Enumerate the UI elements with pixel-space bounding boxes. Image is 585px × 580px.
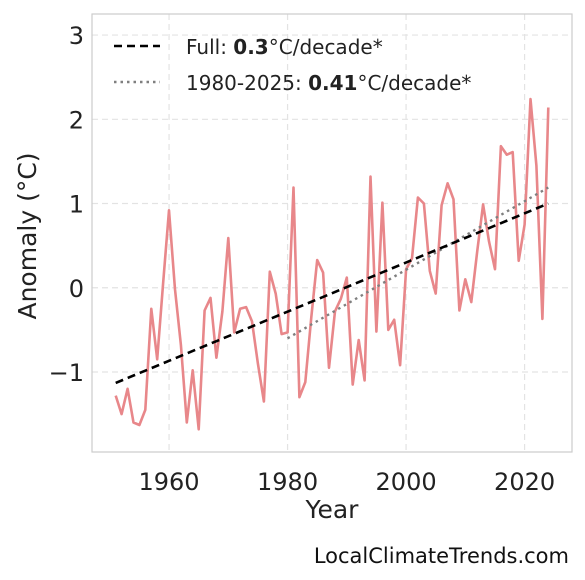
y-tick-label: 3 bbox=[69, 22, 84, 50]
x-tick-label: 1960 bbox=[138, 468, 199, 496]
legend-entry-full-suffix: °C/decade* bbox=[269, 35, 383, 59]
watermark: LocalClimateTrends.com bbox=[313, 544, 569, 568]
legend-entry-full-prefix: Full: bbox=[186, 35, 233, 59]
legend-entry-recent-value: 0.41 bbox=[308, 71, 357, 95]
y-tick-label: 2 bbox=[69, 106, 84, 134]
anomaly-series-line bbox=[114, 97, 550, 431]
y-tick-label: 0 bbox=[69, 275, 84, 303]
x-tick-label: 1980 bbox=[257, 468, 318, 496]
x-tick-label: 2020 bbox=[494, 468, 555, 496]
legend-entry-recent: 1980-2025: 0.41°C/decade* bbox=[186, 71, 471, 95]
x-axis-title: Year bbox=[305, 495, 360, 524]
trend-layer bbox=[115, 186, 549, 385]
legend-entry-recent-suffix: °C/decade* bbox=[357, 71, 471, 95]
plot-frame bbox=[91, 13, 573, 453]
y-tick-label: −1 bbox=[49, 359, 84, 387]
legend-entry-full-value: 0.3 bbox=[233, 35, 268, 59]
full-trend-line bbox=[115, 202, 549, 385]
y-tick-labels: 3 2 1 0 −1 bbox=[49, 22, 84, 387]
y-axis-title: Anomaly (°C) bbox=[13, 152, 42, 319]
grid bbox=[92, 14, 572, 452]
x-tick-label: 2000 bbox=[376, 468, 437, 496]
y-tick-label: 1 bbox=[69, 191, 84, 219]
x-tick-labels: 1960 1980 2000 2020 bbox=[138, 468, 555, 496]
recent-trend-line bbox=[286, 186, 549, 340]
legend: Full: 0.3°C/decade* 1980-2025: 0.41°C/de… bbox=[114, 35, 471, 95]
legend-entry-full: Full: 0.3°C/decade* bbox=[186, 35, 383, 59]
series-layer bbox=[114, 97, 550, 431]
legend-entry-recent-prefix: 1980-2025: bbox=[186, 71, 308, 95]
